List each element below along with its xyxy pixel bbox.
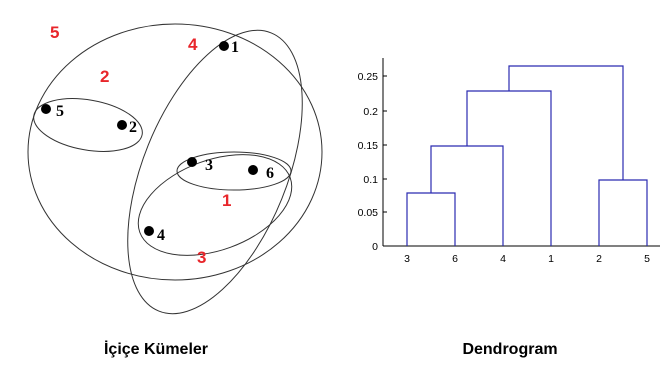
point-2-dot [117,120,127,130]
data-points [41,41,258,236]
merge-root [508,65,624,180]
cluster-3-ellipse [137,154,293,256]
x-tick-label-5: 5 [644,253,650,265]
cluster-1-ellipse [176,151,292,191]
merge-36-4 [430,145,504,246]
y-tick-label-015: 0.15 [358,140,379,152]
cluster-label-3: 3 [197,248,206,267]
x-tick-label-1: 1 [548,253,554,265]
point-2-label: 2 [129,119,137,136]
y-tick-label-01: 0.1 [363,174,378,186]
point-6-label: 6 [266,165,274,182]
x-tick-label-2: 2 [596,253,602,265]
y-tick-label-0: 0 [372,241,378,253]
point-5-label: 5 [56,103,64,120]
point-4-dot [144,226,154,236]
x-tick-label-3: 3 [404,253,410,265]
y-tick-label-025: 0.25 [358,71,379,83]
cluster-4-ellipse [127,29,303,315]
dendrogram-caption: Dendrogram [462,341,557,358]
merge-364-1 [466,90,552,246]
cluster-label-5: 5 [50,23,59,42]
point-3-dot [187,157,197,167]
cluster-5-ellipse [27,23,323,281]
nested-caption: İçiçe Kümeler [104,340,208,358]
y-tick-label-02: 0.2 [363,106,378,118]
point-5-dot [41,104,51,114]
y-tick-label-005: 0.05 [358,207,379,219]
cluster-2-ellipse [33,98,143,152]
dendrogram-axes [382,58,660,247]
point-4-label: 4 [157,227,165,244]
x-tick-label-4: 4 [500,253,506,265]
point-6-dot [248,165,258,175]
merge-3-6 [406,192,456,246]
dendrogram-links [406,65,648,246]
point-3-label: 3 [205,157,213,174]
cluster-label-4: 4 [188,35,198,54]
merge-2-5 [598,179,648,246]
cluster-label-2: 2 [100,67,109,86]
point-1-label: 1 [231,39,239,56]
x-tick-label-6: 6 [452,253,458,265]
nested-clusters-diagram [27,23,323,315]
point-1-dot [219,41,229,51]
cluster-label-1: 1 [222,191,231,210]
